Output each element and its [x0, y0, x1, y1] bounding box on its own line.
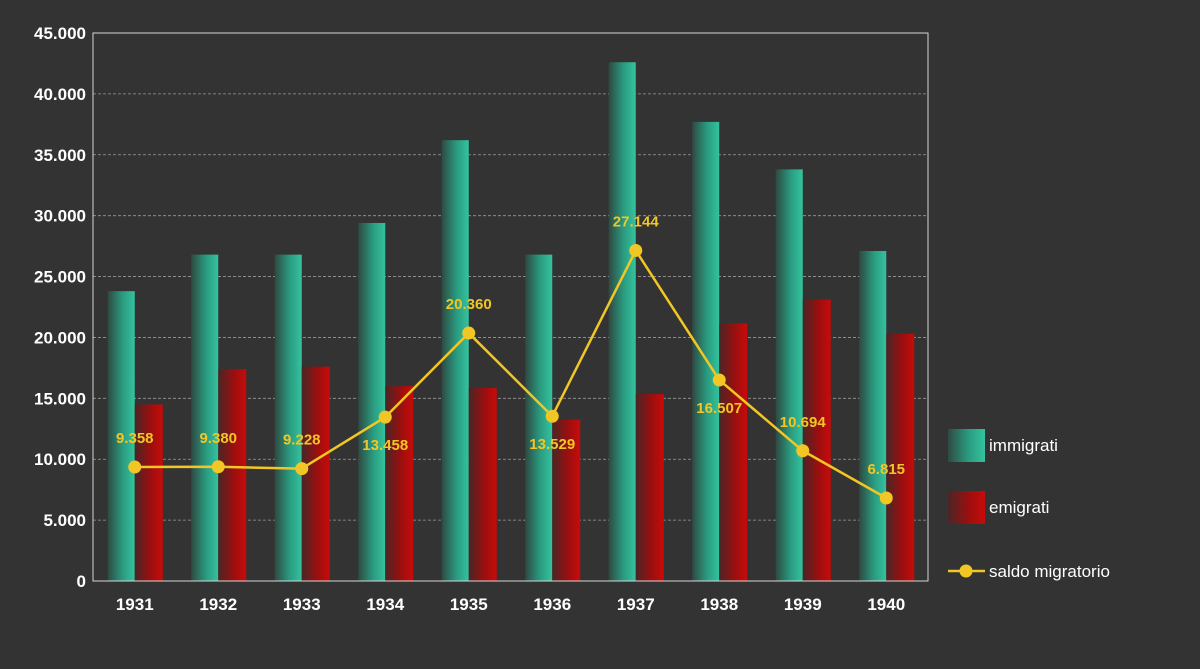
bar-immigrati — [274, 254, 302, 581]
saldo-point — [629, 243, 643, 257]
saldo-data-label: 9.358 — [116, 430, 154, 447]
y-tick-label: 35.000 — [34, 146, 86, 165]
bar-immigrati — [608, 62, 636, 581]
saldo-data-label: 13.458 — [362, 437, 408, 454]
bar-immigrati — [859, 250, 887, 581]
legend-swatch-emigrati — [948, 491, 985, 524]
saldo-point — [796, 444, 810, 458]
saldo-data-label: 9.228 — [283, 432, 321, 449]
legend-label-immigrati: immigrati — [989, 436, 1058, 455]
x-tick-label: 1932 — [199, 595, 237, 614]
x-tick-label: 1937 — [617, 595, 655, 614]
x-tick-label: 1933 — [283, 595, 321, 614]
saldo-polyline — [134, 249, 887, 500]
legend-label-saldo: saldo migratorio — [989, 562, 1110, 581]
bar-emigrati — [301, 366, 330, 581]
saldo-point — [378, 410, 392, 424]
bar-emigrati — [218, 369, 247, 581]
x-tick-label: 1931 — [116, 595, 154, 614]
saldo-data-label: 20.360 — [446, 296, 492, 313]
y-tick-label: 10.000 — [34, 450, 86, 469]
y-tick-label: 5.000 — [43, 511, 86, 530]
bar-immigrati — [191, 254, 219, 581]
x-tick-label: 1939 — [784, 595, 822, 614]
y-tick-label: 45.000 — [34, 24, 86, 43]
saldo-point — [128, 460, 142, 474]
bars — [107, 62, 915, 582]
data-labels: 9.358 9.380 9.228 13.458 20.360 13.529 27.144 1… — [116, 213, 905, 478]
saldo-point — [211, 460, 225, 474]
bar-emigrati — [886, 333, 915, 581]
saldo-data-label: 6.815 — [867, 461, 905, 478]
x-tick-label: 1938 — [700, 595, 738, 614]
y-tick-label: 25.000 — [34, 268, 86, 287]
bar-emigrati — [468, 387, 497, 581]
bar-emigrati — [134, 404, 163, 581]
bar-immigrati — [107, 291, 135, 581]
saldo-point — [712, 373, 726, 387]
saldo-data-label: 9.380 — [199, 430, 237, 447]
saldo-data-label: 16.507 — [696, 400, 742, 417]
saldo-data-label: 13.529 — [529, 436, 575, 453]
bar-immigrati — [441, 140, 469, 582]
bar-emigrati — [719, 323, 748, 581]
x-tick-label: 1936 — [533, 595, 571, 614]
saldo-data-label: 10.694 — [780, 414, 827, 431]
plot-border — [92, 32, 929, 582]
bar-immigrati — [358, 222, 386, 581]
x-tick-label: 1940 — [867, 595, 905, 614]
bar-immigrati — [692, 121, 720, 582]
legend: immigrati emigrati saldo migratorio — [948, 429, 1110, 581]
legend-swatch-immigrati — [948, 429, 985, 462]
y-tick-label: 30.000 — [34, 207, 86, 226]
y-tick-label: 20.000 — [34, 328, 86, 347]
bar-emigrati — [552, 419, 581, 581]
x-tick-label: 1935 — [450, 595, 488, 614]
saldo-data-label: 27.144 — [613, 213, 660, 230]
saldo-point — [545, 409, 559, 423]
y-tick-label: 0 — [77, 572, 86, 591]
saldo-point — [462, 326, 476, 340]
bar-immigrati — [775, 169, 803, 581]
tick-labels: 0 5.000 10.000 15.000 20.000 25.000 30.000 35.0… — [34, 24, 905, 614]
y-tick-label: 15.000 — [34, 389, 86, 408]
saldo-point — [295, 462, 309, 476]
saldo-line — [128, 243, 893, 505]
legend-marker-saldo — [959, 564, 973, 578]
legend-label-emigrati: emigrati — [989, 498, 1049, 517]
bar-emigrati — [802, 299, 831, 581]
bar-emigrati — [635, 394, 664, 581]
saldo-point — [879, 491, 893, 505]
y-tick-label: 40.000 — [34, 85, 86, 104]
x-tick-label: 1934 — [366, 595, 404, 614]
plot-frame — [92, 32, 929, 582]
